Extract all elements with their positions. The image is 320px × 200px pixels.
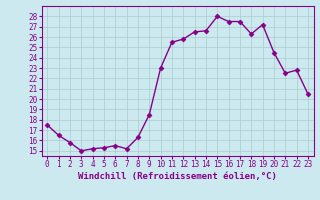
X-axis label: Windchill (Refroidissement éolien,°C): Windchill (Refroidissement éolien,°C) bbox=[78, 172, 277, 181]
